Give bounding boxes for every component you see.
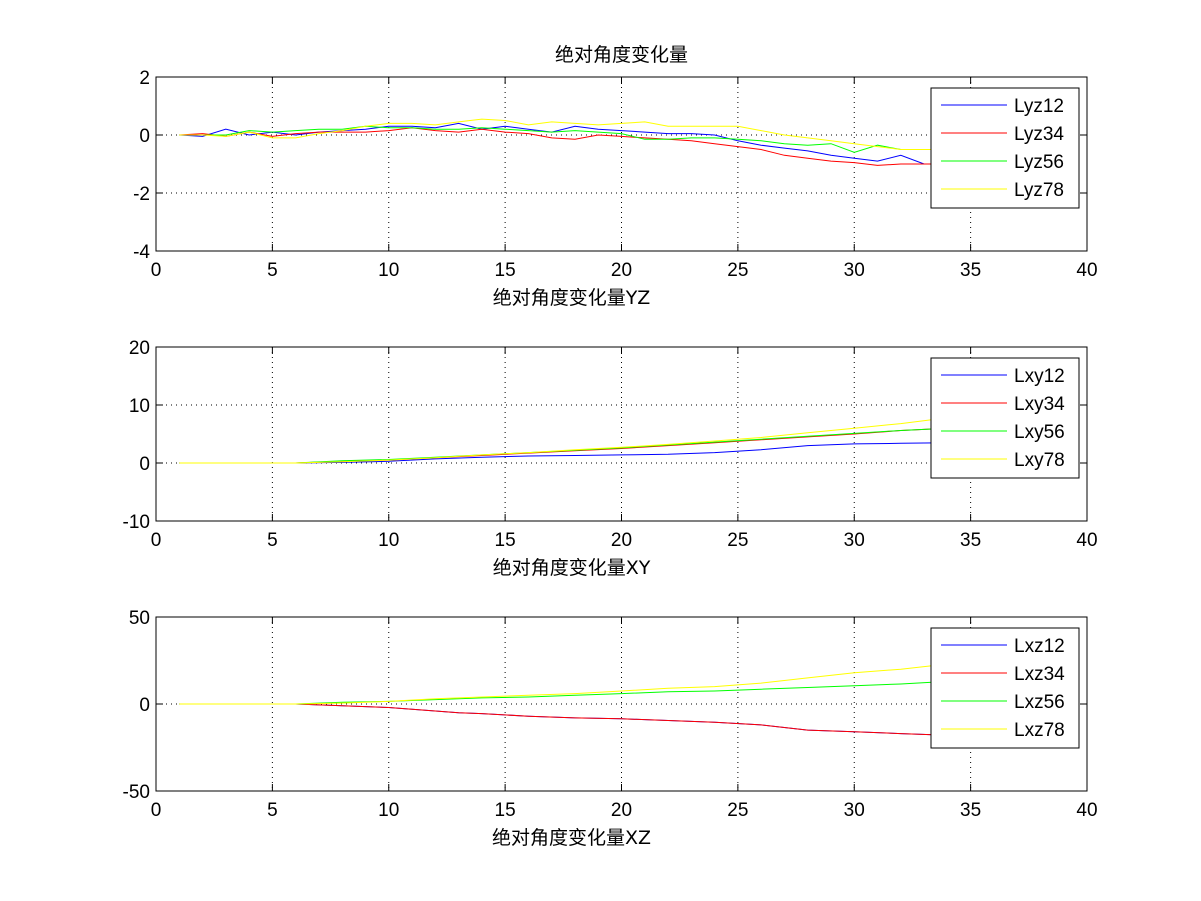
x-tick-label: 0 (151, 530, 162, 551)
legend-label-lyz78: Lyz78 (1014, 180, 1064, 201)
y-tick-label: 2 (139, 68, 150, 89)
legend-label-lxy78: Lxy78 (1014, 450, 1065, 471)
x-tick-label: 40 (1076, 260, 1097, 281)
chart-title: 绝对角度变化量 (555, 44, 688, 66)
series-line-lxz78 (179, 661, 994, 705)
y-tick-label: 20 (129, 338, 150, 359)
x-tick-label: 30 (844, 260, 865, 281)
subplot-3: 0 5 10 15 20 25 30 35 40500-50绝对角度变化量XZLxz12Lxz3… (123, 608, 1098, 849)
x-tick-label: 30 (844, 800, 865, 821)
legend-label-lyz12: Lyz12 (1014, 96, 1064, 117)
y-tick-label: -10 (123, 512, 150, 533)
legend: Lxz12 Lxz34 Lxz56 Lxz78 (930, 627, 1080, 749)
x-tick-label: 5 (267, 530, 278, 551)
legend-label-lyz34: Lyz34 (1014, 124, 1064, 145)
x-tick-label: 10 (378, 800, 399, 821)
series-line-lyz34 (179, 127, 994, 166)
y-tick-label: -50 (123, 782, 150, 803)
x-tick-label: 0 (151, 800, 162, 821)
series-line-lxy56 (179, 426, 994, 464)
x-axis-label: 绝对角度变化量YZ (493, 287, 651, 309)
x-axis-label: 绝对角度变化量XZ (492, 827, 651, 849)
x-tick-label: 0 (151, 260, 162, 281)
x-tick-label: 15 (495, 260, 516, 281)
y-tick-label: 0 (139, 126, 150, 147)
x-tick-label: 40 (1076, 530, 1097, 551)
x-tick-label: 20 (611, 530, 632, 551)
x-tick-label: 25 (727, 530, 748, 551)
x-tick-label: 30 (844, 530, 865, 551)
y-tick-label: 50 (129, 608, 150, 629)
legend-box (930, 627, 1080, 749)
x-tick-label: 35 (960, 800, 981, 821)
x-tick-label: 10 (378, 260, 399, 281)
x-tick-label: 25 (727, 260, 748, 281)
legend-label-lxy34: Lxy34 (1014, 394, 1065, 415)
series-line-lxy12 (179, 442, 994, 464)
legend-label-lxz56: Lxz56 (1014, 692, 1065, 713)
subplot-2: 0 5 10 15 20 25 30 35 4020100-10绝对角度变化量XYLxy12Lx… (123, 338, 1098, 579)
x-axis-label: 绝对角度变化量XY (493, 557, 651, 579)
series-line-lxz34 (179, 703, 994, 736)
x-tick-label: 15 (495, 530, 516, 551)
legend-box (930, 357, 1080, 479)
subplot-1: 0 5 10 15 20 25 30 35 4020-2-4绝对角度变化量绝对角度变化量YZLy… (133, 44, 1097, 309)
legend-label-lxy56: Lxy56 (1014, 422, 1065, 443)
x-tick-label: 20 (611, 800, 632, 821)
y-tick-label: -2 (133, 184, 150, 205)
series-line-lyz56 (179, 125, 994, 153)
legend-box (930, 87, 1080, 209)
x-tick-label: 10 (378, 530, 399, 551)
x-tick-label: 20 (611, 260, 632, 281)
legend: Lyz12 Lyz34 Lyz56 Lyz78 (930, 87, 1080, 209)
x-tick-label: 15 (495, 800, 516, 821)
series-line-lyz78 (179, 118, 994, 150)
series-line-lxy78 (179, 413, 994, 464)
y-tick-label: -4 (133, 242, 150, 263)
legend-label-lxy12: Lxy12 (1014, 366, 1065, 387)
legend-label-lyz56: Lyz56 (1014, 152, 1064, 173)
legend-label-lxz34: Lxz34 (1014, 664, 1065, 685)
x-tick-label: 25 (727, 800, 748, 821)
y-tick-label: 0 (139, 454, 150, 475)
y-tick-label: 10 (129, 396, 150, 417)
y-tick-label: 0 (139, 695, 150, 716)
x-tick-label: 5 (267, 800, 278, 821)
legend: Lxy12 Lxy34 Lxy56 Lxy78 (930, 357, 1080, 479)
x-tick-label: 5 (267, 260, 278, 281)
x-tick-label: 35 (960, 530, 981, 551)
legend-label-lxz78: Lxz78 (1014, 720, 1065, 741)
legend-label-lxz12: Lxz12 (1014, 636, 1065, 657)
x-tick-label: 35 (960, 260, 981, 281)
x-tick-label: 40 (1076, 800, 1097, 821)
